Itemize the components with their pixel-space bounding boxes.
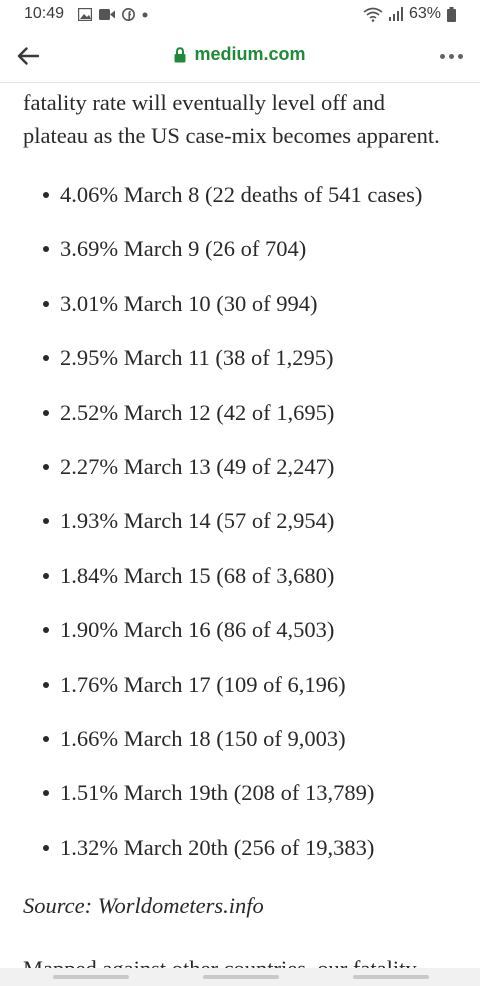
list-item: 1.66% March 18 (150 of 9,003)	[0, 722, 480, 776]
source-citation: Source: Worldometers.info	[23, 893, 264, 918]
list-item-text: 2.52% March 12 (42 of 1,695)	[60, 399, 335, 425]
bullet-icon	[43, 355, 49, 362]
system-back-button[interactable]	[353, 975, 429, 979]
list-item: 2.27% March 13 (49 of 2,247)	[0, 450, 480, 504]
more-options-button[interactable]	[436, 44, 466, 68]
fatality-rate-list: 4.06% March 8 (22 deaths of 541 cases) 3…	[0, 178, 480, 885]
list-item: 1.51% March 19th (208 of 13,789)	[0, 776, 480, 830]
bullet-icon	[43, 844, 49, 851]
home-button[interactable]	[203, 975, 279, 979]
bullet-icon	[43, 300, 49, 307]
list-item: 3.01% March 10 (30 of 994)	[0, 287, 480, 341]
system-navigation-bar	[0, 968, 480, 986]
bullet-icon	[43, 409, 49, 416]
bullet-icon	[43, 681, 49, 688]
signal-icon	[388, 7, 403, 21]
list-item: 1.84% March 15 (68 of 3,680)	[0, 559, 480, 613]
list-item-text: 1.76% March 17 (109 of 6,196)	[60, 671, 346, 697]
wifi-icon	[363, 7, 383, 22]
list-item-text: 1.66% March 18 (150 of 9,003)	[60, 725, 346, 751]
status-system-icons: 63%	[363, 5, 456, 23]
intro-paragraph: fatality rate will eventually level off …	[23, 86, 468, 152]
intro-line: fatality rate will eventually level off …	[23, 90, 385, 115]
list-item-text: 1.84% March 15 (68 of 3,680)	[60, 562, 335, 588]
back-arrow-icon	[17, 47, 39, 65]
list-item-text: 2.95% March 11 (38 of 1,295)	[60, 345, 334, 371]
list-item: 2.52% March 12 (42 of 1,695)	[0, 396, 480, 450]
list-item: 3.69% March 9 (26 of 704)	[0, 232, 480, 286]
back-button[interactable]	[12, 42, 44, 70]
list-item-text: 1.93% March 14 (57 of 2,954)	[60, 508, 335, 534]
more-options-icon	[439, 53, 445, 59]
more-options-icon-dot	[457, 53, 463, 59]
bullet-icon	[43, 463, 49, 470]
bullet-icon	[43, 246, 49, 253]
url-text[interactable]: medium.com	[194, 44, 306, 64]
facebook-icon	[122, 8, 135, 21]
address-bar[interactable]: medium.com	[0, 44, 480, 65]
video-icon	[99, 9, 115, 20]
dot-icon	[142, 12, 148, 17]
list-item-text: 4.06% March 8 (22 deaths of 541 cases)	[60, 182, 423, 207]
list-item: 1.76% March 17 (109 of 6,196)	[0, 668, 480, 722]
battery-percentage: 63%	[408, 5, 441, 22]
bullet-icon	[43, 192, 49, 198]
list-item: 1.32% March 20th (256 of 19,383)	[0, 831, 480, 885]
list-item-text: 2.27% March 13 (49 of 2,247)	[60, 453, 335, 479]
image-icon	[78, 8, 92, 21]
intro-line: plateau as the US case-mix becomes appar…	[23, 123, 440, 148]
next-paragraph: Mapped against other countries, our fata…	[23, 952, 417, 968]
list-item-text: 1.32% March 20th (256 of 19,383)	[60, 834, 375, 860]
list-item-text: 3.69% March 9 (26 of 704)	[60, 236, 307, 262]
list-item-text: 3.01% March 10 (30 of 994)	[60, 290, 318, 316]
battery-icon	[447, 6, 456, 22]
status-notification-icons	[78, 8, 148, 21]
list-item-text: 1.90% March 16 (86 of 4,503)	[60, 617, 335, 643]
recent-apps-button[interactable]	[53, 975, 129, 979]
more-options-icon-dot	[448, 53, 454, 59]
bullet-icon	[43, 790, 49, 797]
bullet-icon	[43, 627, 49, 634]
bullet-icon	[43, 518, 49, 525]
list-item: 1.93% March 14 (57 of 2,954)	[0, 504, 480, 558]
bullet-icon	[43, 572, 49, 579]
bullet-icon	[43, 735, 49, 742]
list-item-text: 1.51% March 19th (208 of 13,789)	[60, 780, 375, 806]
article-content[interactable]: fatality rate will eventually level off …	[0, 84, 480, 968]
list-item: 2.95% March 11 (38 of 1,295)	[0, 341, 480, 395]
lock-icon	[174, 46, 186, 62]
status-bar: 10:49 63%	[0, 0, 480, 30]
status-time: 10:49	[24, 5, 65, 22]
browser-toolbar: medium.com	[0, 30, 480, 83]
list-item: 1.90% March 16 (86 of 4,503)	[0, 613, 480, 667]
list-item: 4.06% March 8 (22 deaths of 541 cases)	[0, 178, 480, 232]
